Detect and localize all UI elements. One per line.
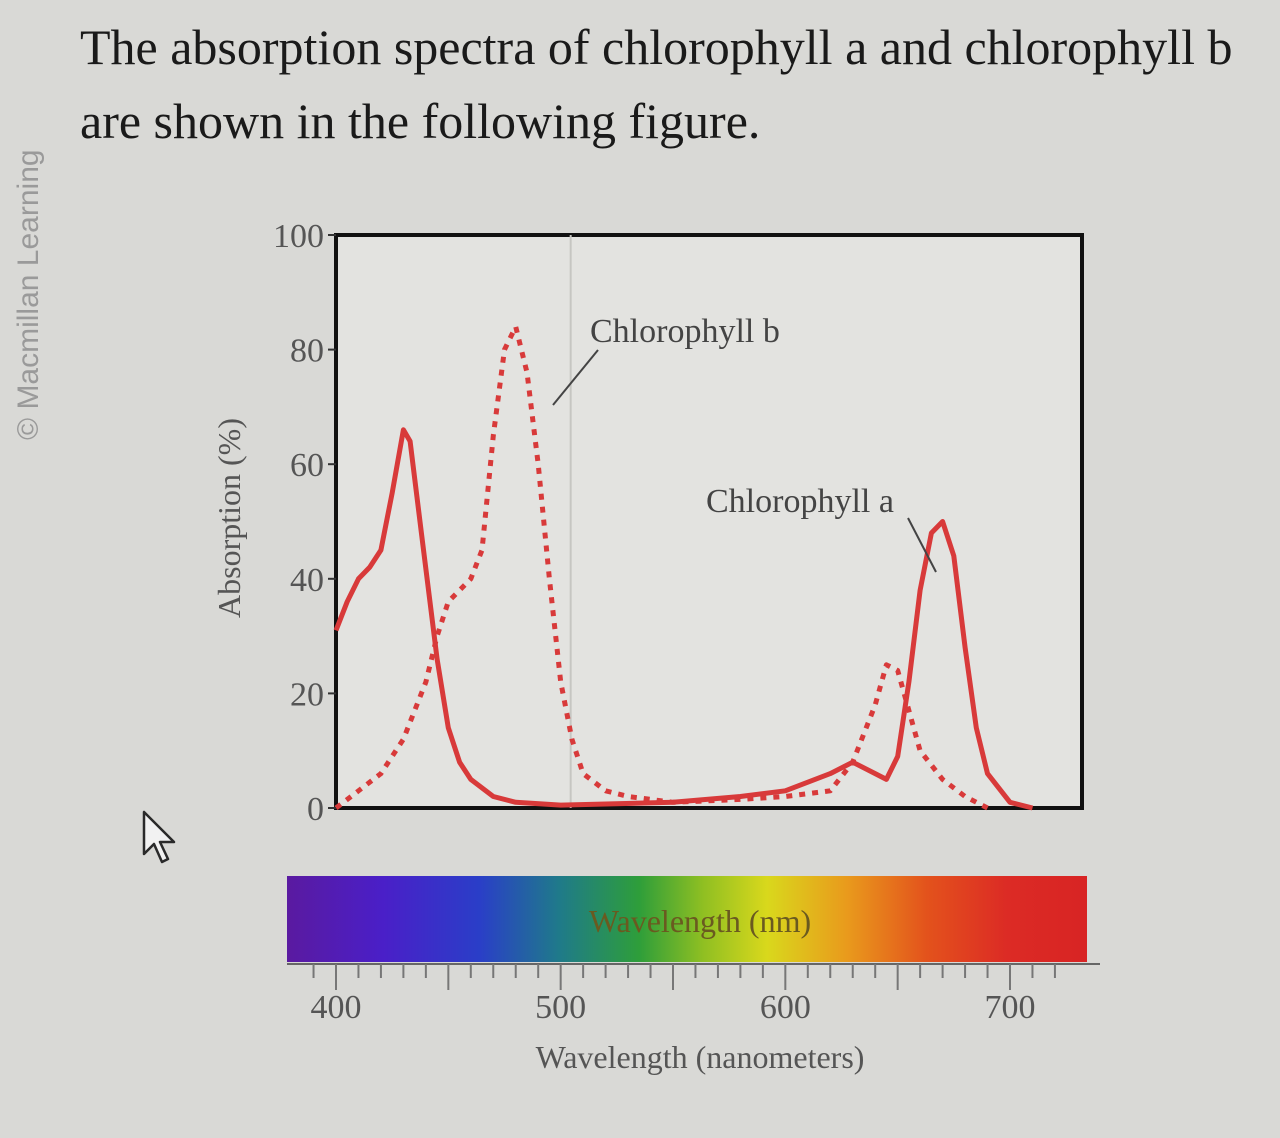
series-leader-chlorophyll-b: [552, 349, 599, 406]
series-layer: [333, 324, 1034, 811]
plot-frame: [334, 233, 1084, 810]
visible-spectrum-bar: [287, 876, 1087, 962]
x-axis-title: Wavelength (nanometers): [536, 1039, 865, 1075]
x-tick-label: 600: [760, 989, 811, 1026]
series-line-chlorophyll-a: [333, 427, 1034, 811]
y-tick-label: 100: [273, 218, 324, 255]
series-line-chlorophyll-b: [334, 324, 989, 811]
y-tick-label: 40: [290, 562, 324, 599]
series-leader-chlorophyll-a: [907, 517, 937, 573]
y-tick-label: 80: [290, 333, 324, 370]
question-line-1: The absorption spectra of chlorophyll a …: [80, 19, 1233, 75]
x-tick-label: 700: [985, 989, 1036, 1026]
plot-area: [334, 233, 1084, 810]
question-text: The absorption spectra of chlorophyll a …: [80, 10, 1270, 158]
spectrum-bar-label: Wavelength (nm): [589, 903, 811, 939]
spectrum-tick-marks: [287, 963, 1100, 990]
mouse-pointer-icon: [142, 810, 176, 864]
axes: 0 20 40 60 80 100 400 500 600 700: [273, 218, 1036, 1026]
x-tick-label: 500: [535, 989, 586, 1026]
y-tick-label: 0: [307, 791, 324, 828]
y-tick-label: 20: [290, 676, 324, 713]
series-label-chlorophyll-b: Chlorophyll b: [590, 313, 780, 350]
series-label-chlorophyll-a: Chlorophyll a: [706, 483, 894, 520]
x-tick-label: 400: [311, 989, 362, 1026]
question-line-2: are shown in the following figure.: [80, 93, 761, 149]
y-tick-label: 60: [290, 447, 324, 484]
y-axis-title: Absorption (%): [211, 418, 247, 618]
